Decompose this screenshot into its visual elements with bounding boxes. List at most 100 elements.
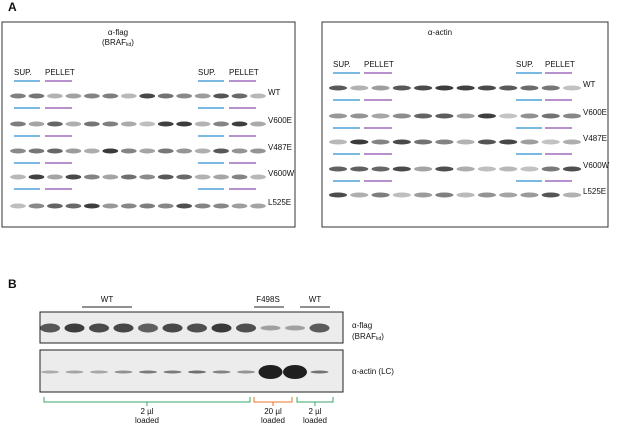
band: [176, 121, 192, 127]
band: [102, 121, 119, 127]
band: [414, 166, 433, 172]
bracket: [253, 397, 293, 406]
lane-label: SUP.: [333, 60, 351, 69]
band: [120, 203, 137, 209]
band: [456, 139, 475, 145]
blot-title: α-actin: [428, 28, 452, 37]
band: [213, 121, 229, 127]
band: [477, 139, 496, 145]
band: [231, 174, 248, 180]
band: [250, 93, 266, 99]
row-label: V600E: [583, 108, 607, 117]
band: [10, 121, 26, 127]
band: [520, 139, 539, 145]
band: [477, 166, 496, 172]
blot-subtitle: (BRAFkd): [102, 38, 134, 48]
band: [84, 203, 100, 209]
blot-title: α-actin (LC): [352, 367, 394, 376]
band: [47, 121, 63, 127]
band: [350, 113, 369, 119]
band: [414, 113, 433, 119]
band: [435, 139, 454, 145]
band: [258, 365, 283, 379]
band: [65, 121, 82, 127]
band: [139, 174, 156, 180]
band: [10, 148, 26, 154]
band: [499, 113, 518, 119]
band: [28, 203, 45, 209]
band: [236, 323, 256, 333]
band: [231, 121, 248, 127]
band: [84, 121, 100, 127]
band: [102, 203, 119, 209]
band: [309, 323, 330, 333]
band: [40, 323, 60, 333]
band: [10, 174, 26, 180]
band: [562, 113, 582, 119]
band: [89, 323, 109, 333]
band: [47, 174, 63, 180]
band: [435, 166, 454, 172]
band: [562, 139, 582, 145]
loading-note: loaded: [261, 416, 285, 425]
band: [102, 174, 119, 180]
subtitle-end: ): [131, 38, 134, 47]
band: [102, 93, 119, 99]
loading-amount: 2 µl: [140, 407, 153, 416]
subtitle-end: ): [381, 332, 384, 341]
panel-label: A: [8, 0, 17, 14]
band: [47, 93, 63, 99]
band: [139, 203, 156, 209]
band: [414, 192, 433, 198]
lane-label: PELLET: [229, 68, 259, 77]
band: [213, 93, 229, 99]
band: [328, 139, 348, 145]
row-label: V487E: [583, 134, 607, 143]
band: [194, 148, 211, 154]
band: [194, 121, 211, 127]
band: [138, 323, 158, 333]
band: [84, 148, 100, 154]
band: [188, 370, 206, 374]
band: [176, 174, 192, 180]
band: [477, 85, 496, 91]
band: [28, 121, 45, 127]
blot-title: α-flag: [108, 28, 128, 37]
lane-label: SUP.: [198, 68, 216, 77]
loading-amount: 20 µl: [264, 407, 282, 416]
band: [213, 174, 229, 180]
band: [250, 203, 266, 209]
loading-note: loaded: [303, 416, 327, 425]
lane-label: SUP.: [14, 68, 32, 77]
row-label: V487E: [268, 143, 292, 152]
band: [414, 85, 433, 91]
band: [120, 148, 137, 154]
row-label: V600W: [268, 169, 295, 178]
row-label: WT: [268, 88, 281, 97]
band: [194, 203, 211, 209]
subtitle: (BRAF: [352, 332, 376, 341]
band: [350, 139, 369, 145]
band: [139, 370, 157, 374]
band: [350, 192, 369, 198]
band: [65, 93, 82, 99]
band: [157, 93, 174, 99]
band: [371, 166, 390, 172]
band: [456, 192, 475, 198]
band: [250, 148, 266, 154]
band: [392, 139, 411, 145]
band: [283, 365, 307, 379]
band: [47, 148, 63, 154]
band: [456, 113, 475, 119]
band: [157, 121, 174, 127]
band: [371, 139, 390, 145]
blot-title: α-flag: [352, 321, 372, 330]
band: [541, 139, 560, 145]
band: [176, 93, 192, 99]
blot-subtitle: (BRAFkd): [352, 332, 384, 342]
band: [163, 370, 182, 374]
row-label: V600W: [583, 161, 610, 170]
band: [499, 166, 518, 172]
band: [162, 323, 183, 333]
band: [520, 192, 539, 198]
